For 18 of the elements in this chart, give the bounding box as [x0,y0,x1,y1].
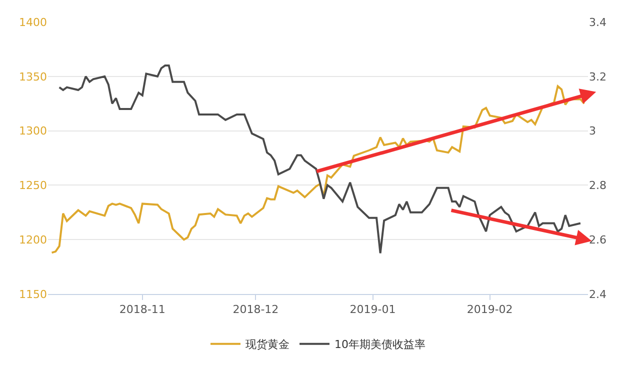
y2-tick-label: 2.8 [589,179,606,192]
x-tick-label: 2019-02 [466,303,513,316]
legend-label: 10年期美债收益率 [334,338,426,352]
y-tick-label: 1350 [19,70,47,84]
legend-label: 现货黄金 [246,338,290,352]
y-tick-label: 1250 [19,179,47,192]
x-tick-label: 2018-11 [119,303,166,316]
y-tick-label: 1400 [19,16,47,29]
x-tick-label: 2018-12 [232,303,279,316]
y2-tick-label: 3.2 [589,70,606,84]
y-tick-label: 1150 [19,288,47,301]
y2-tick-label: 3.4 [589,16,606,29]
y2-tick-label: 2.4 [589,288,606,301]
y-tick-label: 1300 [19,124,47,138]
y-tick-label: 1200 [19,233,47,246]
x-tick-label: 2019-01 [350,303,396,316]
y2-tick-label: 3 [589,124,596,138]
y2-tick-label: 2.6 [589,233,606,246]
